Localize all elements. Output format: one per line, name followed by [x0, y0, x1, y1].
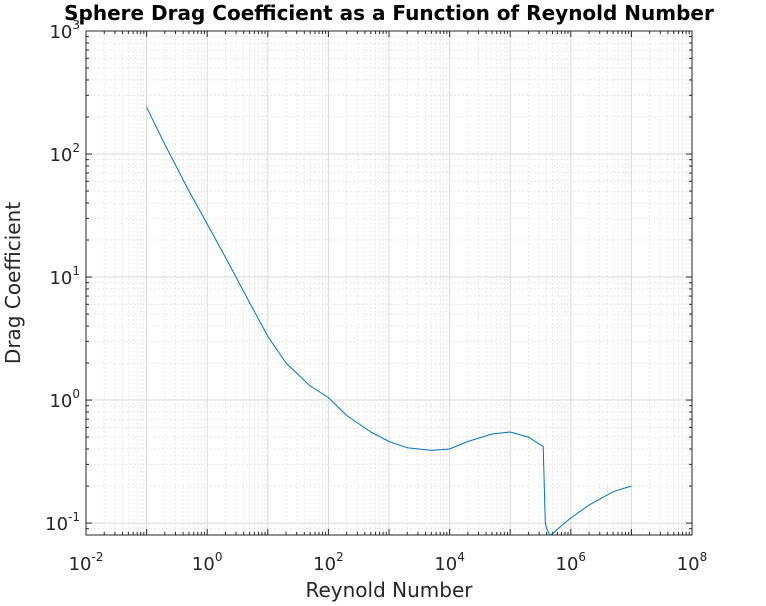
- x-axis-tick-labels: 10-2 100 102 104 106 108: [69, 550, 708, 575]
- y-tick-label: 102: [49, 141, 80, 166]
- x-tick-label: 10-2: [69, 550, 104, 575]
- y-tick-label: 10-1: [45, 510, 80, 535]
- x-axis-label: Reynold Number: [305, 578, 473, 602]
- chart-title: Sphere Drag Coefficient as a Function of…: [64, 1, 714, 25]
- x-tick-label: 100: [192, 550, 223, 575]
- x-tick-label: 108: [677, 550, 708, 575]
- drag-coefficient-line: [146, 106, 632, 536]
- y-tick-label: 103: [49, 18, 80, 43]
- y-axis-tick-labels: 10-1 100 101 102 103: [45, 18, 80, 535]
- y-axis-label: Drag Coefficient: [1, 202, 25, 364]
- x-tick-label: 102: [313, 550, 344, 575]
- x-tick-label: 104: [434, 550, 465, 575]
- y-tick-label: 101: [49, 264, 80, 289]
- grid-layer: [85, 30, 693, 536]
- x-tick-label: 106: [556, 550, 587, 575]
- tick-marks-layer: [85, 31, 692, 536]
- series-layer: [146, 106, 632, 536]
- y-tick-label: 100: [49, 387, 80, 412]
